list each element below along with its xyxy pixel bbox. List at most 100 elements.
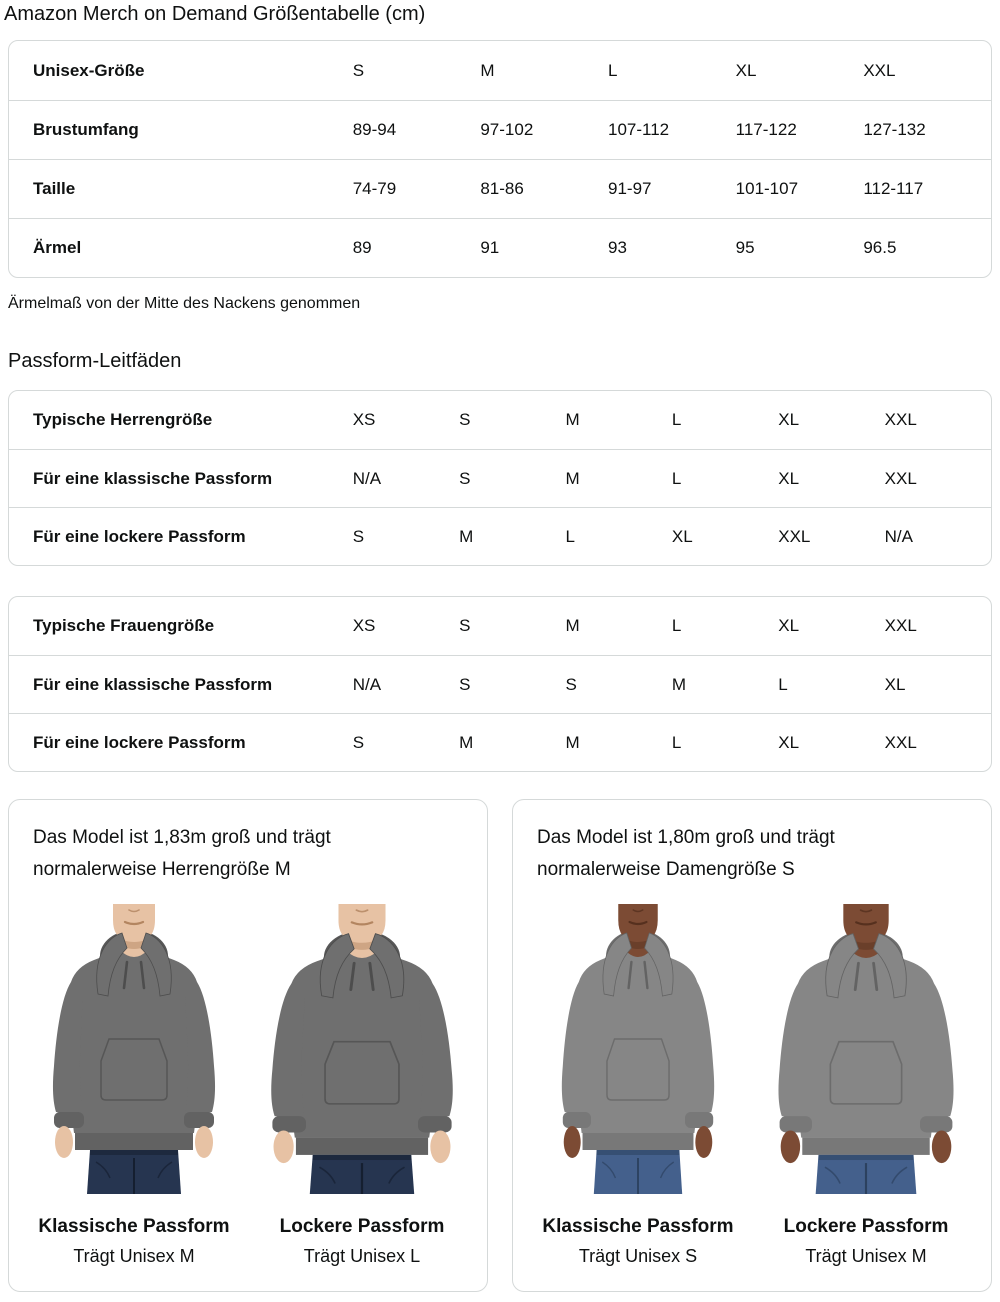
size-cell: S	[459, 674, 471, 694]
size-cell: M	[459, 732, 474, 752]
fit-table-men: Typische Herrengröße XS S M L XL XXL Für…	[8, 390, 992, 566]
size-cell: XL	[884, 674, 906, 694]
table-row: Für eine klassische Passform N/A S S M L…	[9, 655, 991, 713]
page-title: Amazon Merch on Demand Größentabelle (cm…	[4, 3, 426, 25]
size-cell: L	[671, 468, 682, 488]
size-label: Trägt Unisex M	[73, 1246, 195, 1266]
size-cell: L	[671, 616, 682, 635]
size-cell: XXL	[884, 410, 917, 429]
size-cell: XL	[778, 410, 800, 429]
row-label: Brustumfang	[33, 120, 139, 139]
size-cell: 95	[735, 238, 755, 257]
size-cell: XS	[352, 410, 376, 429]
size-label: Trägt Unisex M	[805, 1246, 927, 1266]
size-cell: N/A	[884, 526, 913, 546]
size-col-header: L	[608, 60, 618, 80]
size-cell: M	[565, 732, 580, 752]
fit-table-women: Typische Frauengröße XS S M L XL XXL Für…	[8, 596, 992, 772]
size-cell: 97-102	[480, 120, 534, 139]
row-label: Unisex-Größe	[33, 60, 145, 80]
size-cell: S	[565, 674, 577, 694]
model-figure: Klassische Passform Trägt Unisex M	[29, 904, 239, 1267]
size-cell: M	[671, 674, 687, 694]
size-cell: 91	[480, 238, 500, 257]
model-photos-row: Klassische Passform Trägt Unisex M Locke…	[27, 904, 469, 1267]
model-photo-loose-women	[778, 904, 954, 1194]
size-cell: S	[459, 616, 471, 635]
model-card-description: Das Model ist 1,80m groß und trägt norma…	[537, 827, 835, 880]
size-cell: XL	[778, 732, 800, 752]
size-col-header: S	[352, 60, 365, 80]
size-cell: 93	[608, 238, 627, 257]
model-card-description: Das Model ist 1,83m groß und trägt norma…	[33, 827, 331, 880]
model-photo-classic-men	[52, 904, 216, 1194]
size-cell: 89-94	[352, 120, 397, 139]
model-card-women: Das Model ist 1,80m groß und trägt norma…	[512, 799, 992, 1292]
size-cell: M	[565, 616, 580, 635]
size-cell: 101-107	[735, 179, 799, 198]
model-photo-loose-men	[271, 904, 453, 1194]
size-cell: XS	[352, 616, 376, 635]
size-cell: XL	[778, 616, 800, 635]
fit-label: Lockere Passform	[279, 1216, 445, 1237]
table-row: Für eine lockere Passform S M M L XL XXL	[9, 713, 991, 771]
size-cell: M	[565, 468, 580, 488]
size-cell: 112-117	[863, 179, 924, 198]
row-label: Taille	[33, 179, 76, 198]
row-label: Für eine lockere Passform	[33, 732, 246, 752]
size-cell: N/A	[352, 468, 382, 488]
size-cell: XXL	[778, 526, 811, 546]
size-col-header: XXL	[863, 60, 896, 80]
size-cell: XXL	[884, 616, 917, 635]
size-cell: L	[565, 526, 575, 546]
row-label: Ärmel	[33, 238, 82, 257]
size-cell: M	[459, 526, 474, 546]
row-label: Für eine lockere Passform	[33, 526, 246, 546]
size-col-header: XL	[735, 60, 757, 80]
size-label: Trägt Unisex L	[303, 1246, 421, 1266]
size-cell: S	[459, 468, 471, 488]
row-label: Typische Frauengröße	[33, 616, 215, 635]
model-card-men: Das Model ist 1,83m groß und trägt norma…	[8, 799, 488, 1292]
model-photos-row: Klassische Passform Trägt Unisex S Locke…	[531, 904, 973, 1267]
size-cell: S	[352, 526, 365, 546]
fit-label: Klassische Passform	[38, 1216, 230, 1237]
table-row: Ärmel 89 91 93 95 96.5	[9, 218, 991, 277]
size-cell: XXL	[884, 468, 917, 488]
model-figure: Lockere Passform Trägt Unisex L	[257, 904, 467, 1267]
size-cell: 107-112	[608, 120, 670, 139]
size-cell: 74-79	[352, 179, 397, 198]
table-row: Typische Herrengröße XS S M L XL XXL	[9, 391, 991, 449]
size-cell: 127-132	[863, 120, 926, 139]
model-cards: Das Model ist 1,83m groß und trägt norma…	[8, 799, 992, 1292]
table-row: Taille 74-79 81-86 91-97 101-107 112-117	[9, 159, 991, 218]
table-header-row: Unisex-Größe S M L XL XXL	[9, 41, 991, 100]
size-cell: 81-86	[480, 179, 524, 198]
size-cell: S	[352, 732, 365, 752]
unisex-size-table: Unisex-Größe S M L XL XXL Brustumfang 89…	[8, 40, 992, 278]
size-col-header: M	[480, 60, 495, 80]
row-label: Für eine klassische Passform	[33, 674, 273, 694]
row-label: Für eine klassische Passform	[33, 468, 273, 488]
table-row: Für eine klassische Passform N/A S M L X…	[9, 449, 991, 507]
table-row: Typische Frauengröße XS S M L XL XXL	[9, 597, 991, 655]
size-cell: XXL	[884, 732, 917, 752]
fit-guides-heading: Passform-Leitfäden	[8, 350, 182, 372]
size-cell: 96.5	[863, 238, 897, 257]
model-figure: Klassische Passform Trägt Unisex S	[533, 904, 743, 1267]
row-label: Typische Herrengröße	[33, 410, 213, 429]
table-row: Brustumfang 89-94 97-102 107-112 117-122…	[9, 100, 991, 159]
size-cell: 117-122	[735, 120, 797, 139]
fit-label: Klassische Passform	[542, 1216, 734, 1237]
size-cell: S	[459, 410, 471, 429]
size-cell: XL	[671, 526, 693, 546]
size-cell: N/A	[352, 674, 382, 694]
sleeve-note: Ärmelmaß von der Mitte des Nackens genom…	[8, 295, 361, 312]
model-figure: Lockere Passform Trägt Unisex M	[761, 904, 971, 1267]
size-cell: 91-97	[608, 179, 652, 198]
size-cell: M	[565, 410, 580, 429]
size-cell: XL	[778, 468, 800, 488]
table-row: Für eine lockere Passform S M L XL XXL N…	[9, 507, 991, 565]
size-cell: L	[778, 674, 788, 694]
size-cell: 89	[352, 238, 372, 257]
